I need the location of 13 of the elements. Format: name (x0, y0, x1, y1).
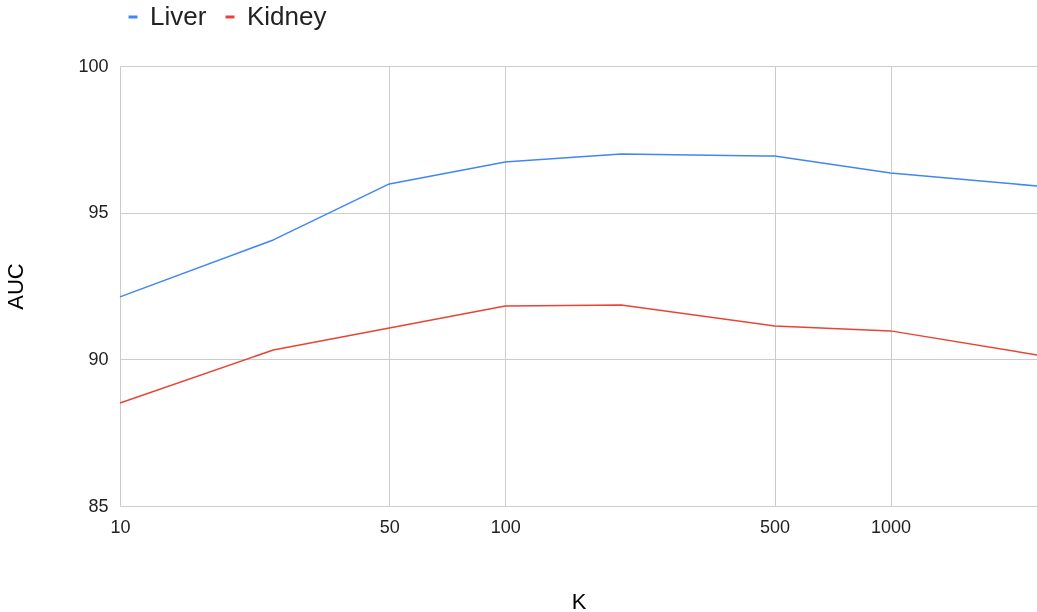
x-tick-label: 10 (110, 516, 131, 537)
x-tick-label: 500 (760, 516, 791, 537)
y-tick-label: 95 (88, 202, 109, 223)
x-tick-label: 50 (379, 516, 400, 537)
x-tick-label: 100 (490, 516, 521, 537)
x-axis-title: K (571, 588, 587, 612)
legend-label: Kidney (247, 1, 327, 31)
legend-label: Liver (150, 1, 207, 31)
y-tick-label: 90 (88, 348, 109, 369)
x-tick-label: 1000 (871, 516, 912, 537)
y-axis-title: AUC (3, 263, 29, 310)
y-tick-label: 100 (78, 55, 109, 76)
y-tick-label: 85 (88, 495, 109, 516)
